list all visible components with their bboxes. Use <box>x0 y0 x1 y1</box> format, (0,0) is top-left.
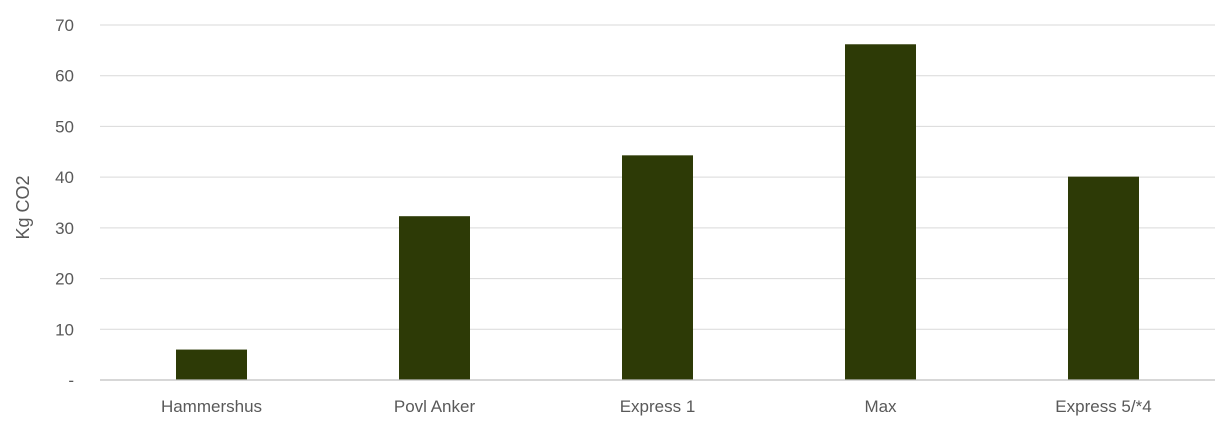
bar <box>622 155 693 380</box>
y-tick-label: 20 <box>55 270 74 289</box>
bar <box>176 349 247 380</box>
x-tick-label: Povl Anker <box>394 397 476 416</box>
y-tick-label: 60 <box>55 67 74 86</box>
bars <box>176 44 1139 381</box>
y-tick-label: 10 <box>55 320 74 339</box>
y-tick-label: - <box>68 371 74 390</box>
x-tick-label: Hammershus <box>161 397 262 416</box>
bar <box>845 44 916 381</box>
bar <box>1068 176 1139 380</box>
y-axis-label: Kg CO2 <box>13 175 33 239</box>
y-tick-label: 40 <box>55 168 74 187</box>
x-tick-label: Max <box>864 397 897 416</box>
y-tick-label: 70 <box>55 16 74 35</box>
bar <box>399 216 470 380</box>
x-tick-label: Express 1 <box>620 397 696 416</box>
x-tick-labels: Hammershus Povl Anker Express 1 Max Express … <box>161 397 1152 416</box>
y-tick-label: 30 <box>55 219 74 238</box>
x-tick-label: Express 5/*4 <box>1055 397 1151 416</box>
y-tick-label: 50 <box>55 117 74 136</box>
y-tick-labels: - 10 20 30 40 50 60 70 <box>55 16 74 390</box>
